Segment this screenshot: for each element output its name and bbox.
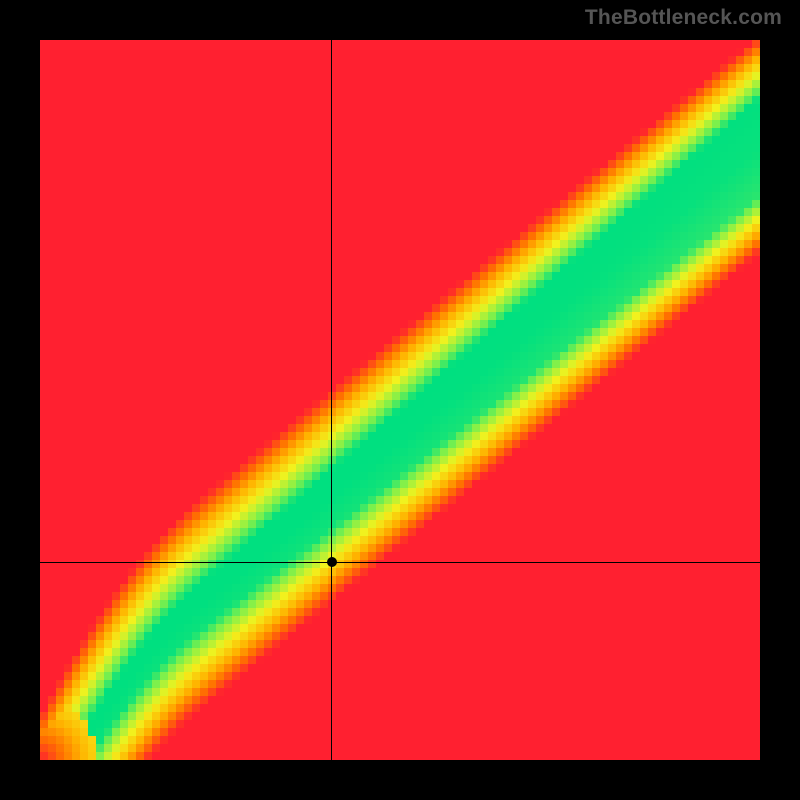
chart-container: TheBottleneck.com — [0, 0, 800, 800]
crosshair-horizontal — [40, 562, 760, 563]
crosshair-vertical — [331, 40, 332, 760]
heatmap-canvas — [40, 40, 760, 760]
watermark-text: TheBottleneck.com — [585, 6, 782, 30]
crosshair-marker — [327, 557, 337, 567]
